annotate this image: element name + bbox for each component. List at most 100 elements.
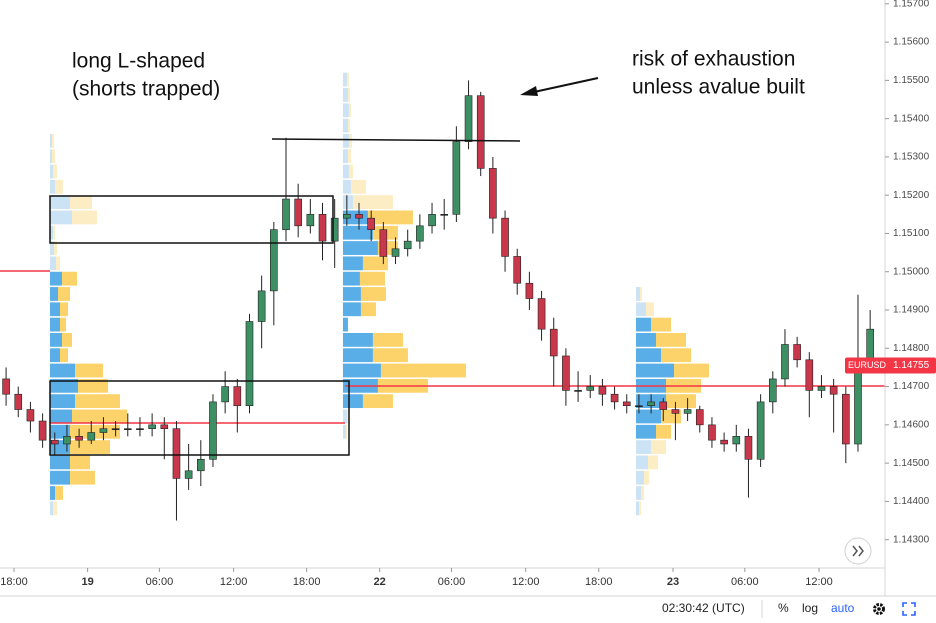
profile-sell-bar bbox=[53, 501, 58, 516]
candle-body bbox=[209, 401, 217, 460]
auto-button[interactable]: auto bbox=[831, 601, 855, 615]
profile-sell-bar bbox=[346, 409, 349, 424]
profile-buy-bar bbox=[50, 133, 53, 148]
arrow-shaft bbox=[533, 77, 599, 93]
profile-buy-bar bbox=[342, 363, 381, 378]
profile-sell-bar bbox=[648, 455, 659, 470]
candle-body bbox=[379, 229, 388, 257]
x-tick-label: 12:00 bbox=[220, 576, 248, 588]
candles bbox=[2, 80, 874, 521]
profile-sell-bar bbox=[70, 440, 111, 454]
profile-sell-bar bbox=[352, 195, 393, 210]
profile-sell-bar bbox=[651, 317, 672, 332]
profile-buy-bar bbox=[50, 271, 63, 286]
candle-body bbox=[245, 321, 254, 407]
log-button[interactable]: log bbox=[802, 601, 818, 615]
profile-sell-bar bbox=[380, 363, 466, 378]
candle-body bbox=[476, 95, 485, 169]
candle-body bbox=[586, 386, 595, 391]
profile-sell-bar bbox=[639, 501, 642, 516]
profile-buy-bar bbox=[636, 470, 645, 485]
profile-buy-bar bbox=[342, 241, 378, 255]
candle-body bbox=[659, 401, 668, 410]
candle-body bbox=[391, 248, 400, 257]
profile-buy-bar bbox=[50, 486, 56, 500]
candle-body bbox=[63, 436, 71, 445]
profile-buy-bar bbox=[342, 164, 349, 179]
candle-body bbox=[26, 409, 35, 422]
profile-sell-bar bbox=[348, 164, 353, 179]
profile-buy-bar bbox=[636, 409, 662, 424]
candle-body bbox=[172, 428, 181, 479]
x-tick-label: 06:00 bbox=[438, 576, 466, 588]
candle-body bbox=[38, 420, 47, 441]
profile-sell-bar bbox=[54, 241, 58, 255]
profile-buy-bar bbox=[342, 271, 360, 286]
candle-body bbox=[695, 409, 704, 426]
profile-sell-bar bbox=[346, 72, 349, 87]
profile-buy-bar bbox=[342, 348, 373, 363]
profile-buy-bar bbox=[50, 409, 73, 424]
candle-body bbox=[635, 405, 643, 408]
profile-sell-bar bbox=[666, 394, 697, 409]
profile-buy-bar bbox=[342, 256, 363, 271]
x-tick-label: 06:00 bbox=[731, 576, 759, 588]
last-price-text: 1.14755 bbox=[893, 360, 930, 371]
profile-sell-bar bbox=[640, 287, 643, 301]
profile-sell-bar bbox=[646, 302, 655, 317]
y-tick-label: 1.15700 bbox=[893, 0, 930, 9]
profile-sell-bar bbox=[347, 149, 351, 164]
fullscreen-button[interactable] bbox=[902, 602, 916, 616]
profile-sell-bar bbox=[360, 287, 386, 301]
profile-buy-bar bbox=[50, 394, 76, 409]
profile-buy-bar bbox=[50, 302, 61, 317]
candle-body bbox=[805, 359, 814, 391]
candle-body bbox=[270, 229, 278, 292]
profile-buy-bar bbox=[50, 363, 76, 378]
profile-sell-bar bbox=[661, 348, 692, 363]
profile-sell-bar bbox=[72, 409, 128, 424]
candle-body bbox=[842, 393, 850, 445]
profile-sell-bar bbox=[60, 302, 69, 317]
profile-buy-bar bbox=[50, 241, 55, 255]
profile-buy-bar bbox=[636, 440, 652, 454]
last-price-label bbox=[845, 357, 936, 374]
profile-buy-bar bbox=[342, 332, 373, 347]
percent-button[interactable]: % bbox=[778, 601, 789, 615]
settings-button[interactable] bbox=[873, 603, 885, 615]
profile-sell-bar bbox=[348, 133, 352, 148]
x-tick-label: 19 bbox=[81, 576, 93, 588]
candle-body bbox=[197, 458, 205, 472]
profile-sell-bar bbox=[348, 103, 351, 118]
x-tick-label: 12:00 bbox=[805, 576, 833, 588]
candle-body bbox=[367, 217, 375, 230]
profile-sell-bar bbox=[75, 394, 121, 409]
profile-sell-bar bbox=[70, 424, 121, 439]
profile-sell-bar bbox=[641, 486, 645, 500]
axes: 1.15700 1.15600 1.15500 1.15400 1.15300 1.152… bbox=[0, 0, 936, 588]
candle-body bbox=[647, 401, 655, 407]
candle-body bbox=[562, 355, 570, 391]
candle-body bbox=[622, 401, 631, 407]
candle-body bbox=[744, 436, 753, 460]
candle-body bbox=[87, 432, 96, 441]
candle-body bbox=[318, 214, 327, 242]
candle-body bbox=[829, 386, 838, 395]
scroll-to-latest-button[interactable] bbox=[844, 537, 872, 565]
candle-body bbox=[768, 378, 777, 403]
candle-body bbox=[683, 409, 692, 414]
candle-body bbox=[440, 214, 449, 216]
candle-body bbox=[866, 328, 874, 361]
profile-sell-bar bbox=[53, 225, 56, 240]
annotation-text: (shorts trapped) bbox=[72, 78, 220, 101]
profile-buy-bar bbox=[636, 302, 647, 317]
candle-body bbox=[257, 290, 266, 322]
profile-sell-bar bbox=[674, 363, 710, 378]
candle-body bbox=[160, 424, 169, 429]
profile-sell-bar bbox=[372, 348, 408, 363]
candle-body bbox=[817, 386, 826, 391]
profile-sell-bar bbox=[55, 179, 64, 194]
profile-sell-bar bbox=[359, 271, 385, 286]
candle-body bbox=[148, 424, 156, 429]
candle-body bbox=[598, 386, 607, 395]
